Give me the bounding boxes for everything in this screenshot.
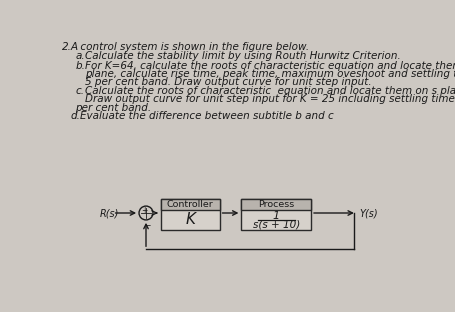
Text: R(s): R(s) (100, 208, 119, 218)
Text: Calculate the stability limit by using Routh Hurwitz Criterion.: Calculate the stability limit by using R… (85, 51, 400, 61)
Text: −: − (144, 221, 150, 230)
Text: Process: Process (258, 200, 294, 209)
Text: Controller: Controller (167, 200, 213, 209)
Text: 2.: 2. (61, 42, 71, 52)
Bar (161, 199, 220, 210)
Text: per cent band.: per cent band. (76, 103, 152, 113)
Text: K: K (185, 212, 195, 227)
Text: Y(s): Y(s) (359, 208, 378, 218)
Text: Draw output curve for unit step input for K = 25 including settling time for: Draw output curve for unit step input fo… (85, 95, 455, 105)
Bar (161, 199, 220, 230)
Bar (241, 199, 311, 210)
Text: plane, calculate rise time, peak time, maximum oveshoot and settling tim: plane, calculate rise time, peak time, m… (85, 69, 455, 79)
Text: +: + (142, 206, 148, 215)
Text: Calculate the roots of characteristic  equation and locate them on s plane: Calculate the roots of characteristic eq… (85, 86, 455, 96)
Text: For K=64, calculate the roots of characteristic equation and locate them o: For K=64, calculate the roots of charact… (85, 61, 455, 71)
Text: a.: a. (76, 51, 85, 61)
Text: 5 per cent band. Draw output curve for unit step input.: 5 per cent band. Draw output curve for u… (85, 77, 371, 87)
Bar (241, 199, 311, 230)
Text: Evaluate the difference between subtitle b and c: Evaluate the difference between subtitle… (80, 111, 334, 121)
Text: A control system is shown in the figure below.: A control system is shown in the figure … (71, 42, 310, 52)
Text: d.: d. (71, 111, 81, 121)
Text: c.: c. (76, 86, 85, 96)
Text: 1: 1 (273, 211, 280, 221)
Text: b.: b. (76, 61, 86, 71)
Text: s(s + 10): s(s + 10) (253, 220, 300, 230)
